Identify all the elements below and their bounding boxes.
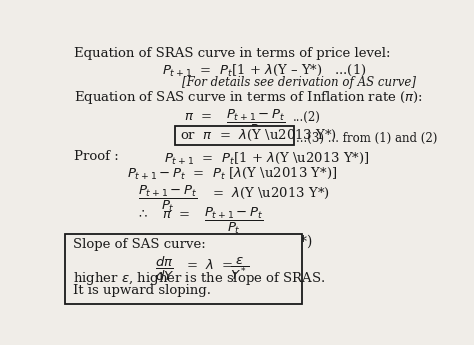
Text: =  $\lambda$(Y \u2013 Y*): = $\lambda$(Y \u2013 Y*) xyxy=(212,186,329,201)
Text: Equation of SRAS curve in terms of price level:: Equation of SRAS curve in terms of price… xyxy=(74,47,391,60)
Text: $P_{t+1}$  =  $P_t$[1 + $\lambda$(Y – Y*)   ...(1): $P_{t+1}$ = $P_t$[1 + $\lambda$(Y – Y*) … xyxy=(162,63,367,78)
Text: Proof :: Proof : xyxy=(74,150,118,163)
Text: $P_{t+1}$  =  $P_t$[1 + $\lambda$(Y \u2013 Y*)]: $P_{t+1}$ = $P_t$[1 + $\lambda$(Y \u2013… xyxy=(164,150,370,166)
Text: $\dfrac{P_{t+1} - P_t}{P_t}$: $\dfrac{P_{t+1} - P_t}{P_t}$ xyxy=(227,108,286,138)
Text: $\therefore$   $\pi$  =: $\therefore$ $\pi$ = xyxy=(137,208,191,221)
Text: It is upward sloping.: It is upward sloping. xyxy=(73,284,211,297)
Text: higher $\epsilon$, higher is the slope of SRAS.: higher $\epsilon$, higher is the slope o… xyxy=(73,270,325,287)
FancyBboxPatch shape xyxy=(175,126,294,145)
Text: $\dfrac{\epsilon}{Y^*}$: $\dfrac{\epsilon}{Y^*}$ xyxy=(230,255,250,282)
Text: Slope of SAS curve:: Slope of SAS curve: xyxy=(73,238,206,251)
Text: [For details see derivation of AS curve]: [For details see derivation of AS curve] xyxy=(182,77,416,89)
Text: $\therefore$   $\pi$  =  $\lambda$ (Y \u2013 Y*): $\therefore$ $\pi$ = $\lambda$ (Y \u2013… xyxy=(140,233,312,250)
Text: $\pi$  =: $\pi$ = xyxy=(184,110,212,124)
FancyBboxPatch shape xyxy=(65,234,302,304)
Text: $\dfrac{P_{t+1} - P_t}{P_t}$: $\dfrac{P_{t+1} - P_t}{P_t}$ xyxy=(138,184,198,214)
Text: $P_{t+1} - P_t$  =  $P_t$ [$\lambda$(Y \u2013 Y*)]: $P_{t+1} - P_t$ = $P_t$ [$\lambda$(Y \u2… xyxy=(127,166,337,181)
Text: =  $\lambda$  =: = $\lambda$ = xyxy=(186,258,233,272)
Text: $\dfrac{P_{t+1} - P_t}{P_t}$: $\dfrac{P_{t+1} - P_t}{P_t}$ xyxy=(204,206,264,236)
Text: ...(2): ...(2) xyxy=(292,110,320,124)
Text: ...(3) ... from (1) and (2): ...(3) ... from (1) and (2) xyxy=(296,132,438,145)
Text: or  $\pi$  =  $\lambda$(Y \u2013 Y*): or $\pi$ = $\lambda$(Y \u2013 Y*) xyxy=(181,128,337,143)
Text: Equation of SAS curve in terms of Inflation rate ($\pi$):: Equation of SAS curve in terms of Inflat… xyxy=(74,89,423,106)
Text: $\dfrac{d\pi}{dY}$: $\dfrac{d\pi}{dY}$ xyxy=(155,255,174,283)
